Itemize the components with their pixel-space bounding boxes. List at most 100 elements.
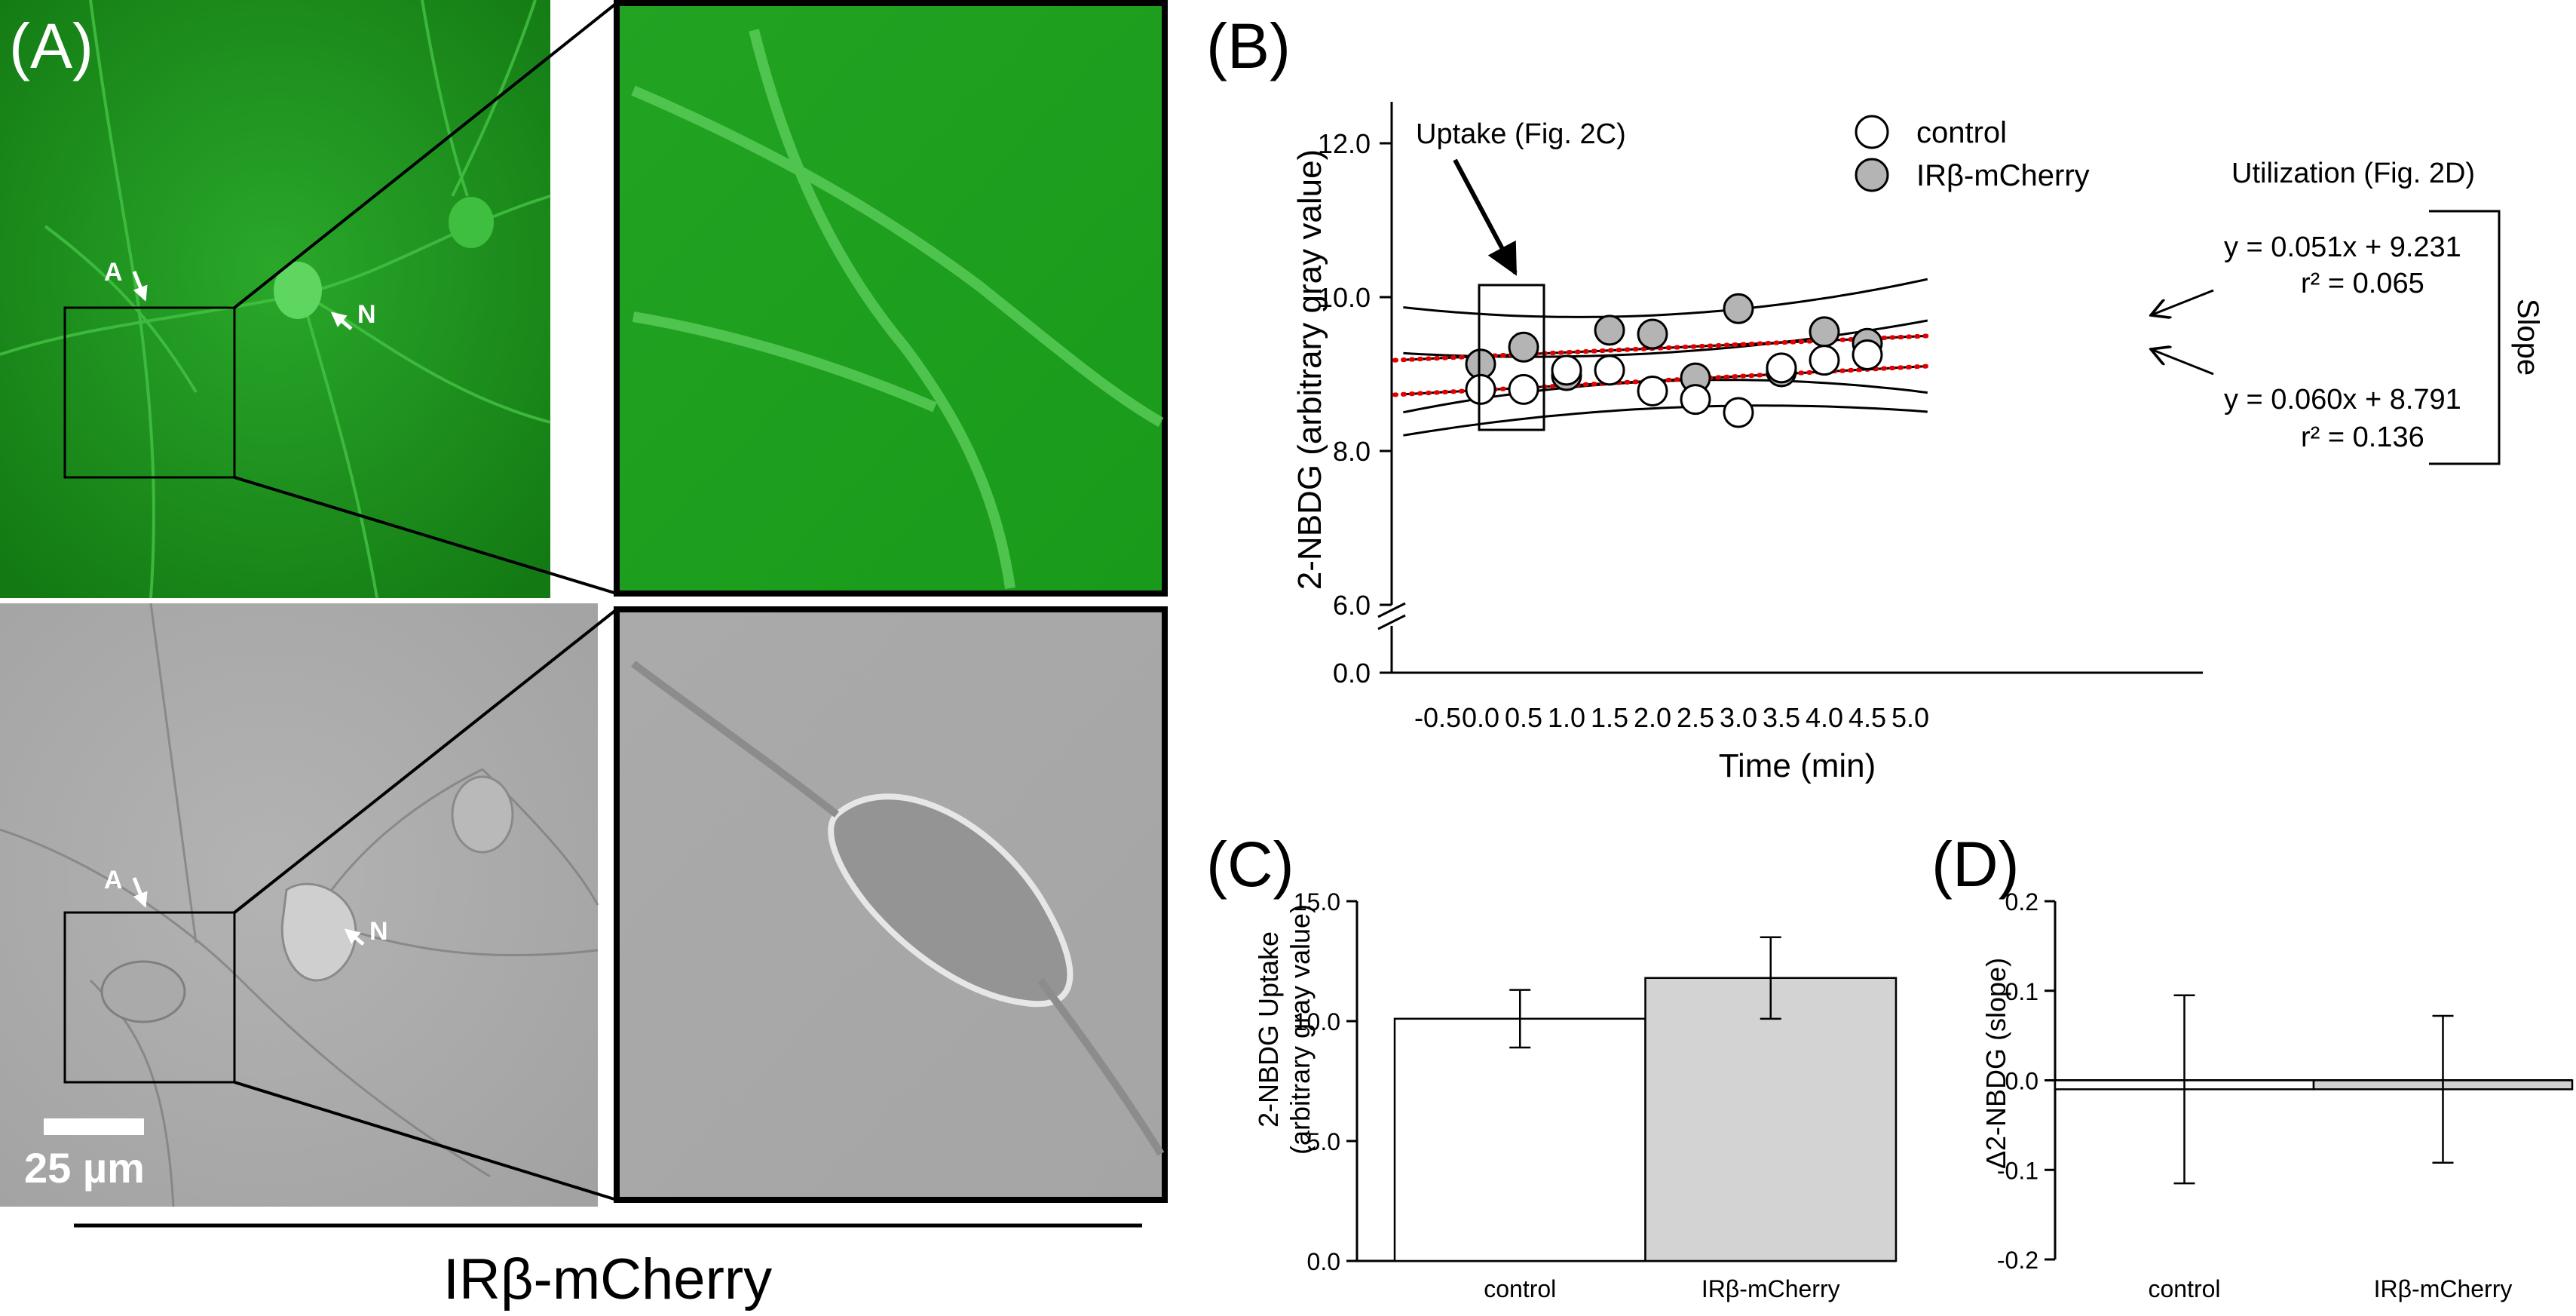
legend-irb-label: IRβ-mCherry [1916,159,2090,192]
zoom-box-gray [63,911,236,1084]
b-point-irb-mcherry [1723,293,1754,324]
d-category-label: IRβ-mCherry [2374,1275,2513,1302]
uptake-arrow [1453,158,1518,276]
b-x-tick-label: 0.0 [1462,702,1499,733]
panel-d-chart: -0.2 -0.1 0.0 0.1 0.2 control IRβ-mCherry [1997,888,2574,1302]
b-point-control [1680,384,1711,416]
c-y-tick-label: 15.0 [1294,888,1340,916]
arrow-a-gray [132,877,148,908]
panel-a: A N (A) A N 25 µm [0,0,1168,1311]
uptake-annotation: Uptake (Fig. 2C) [1416,118,1626,150]
arrow-a-gray-label: A [104,866,123,894]
control-fit-pointer [2151,349,2214,376]
c-y-tick-label: 10.0 [1294,1008,1340,1035]
arrow-n-green-label: N [357,300,376,329]
control-r2: r² = 0.136 [2301,422,2424,453]
b-x-tick-label: 3.5 [1763,702,1800,733]
b-x-tick-label: 0.5 [1505,702,1542,733]
c-bar-irb-mcherry [1644,977,1898,1262]
b-axis-break-2 [1377,614,1406,630]
legend-irb-marker [1855,158,1889,192]
group-label: IRβ-mCherry [443,1247,772,1311]
d-y-tick-label: -0.2 [1997,1247,2038,1274]
panel-a-label: (A) [9,11,93,81]
d-y-tick-label: -0.1 [1997,1157,2038,1184]
b-point-control [1809,345,1840,376]
c-y-tick-label: 0.0 [1307,1248,1340,1275]
c-category-label: control [1484,1275,1556,1302]
zoom-connector-green-bottom [234,476,617,595]
neuron-soma-gray-3 [100,960,186,1023]
b-x-tick-label: 1.5 [1591,702,1628,733]
arrow-a-green [132,271,148,302]
b-x-tick-label: 4.0 [1806,702,1843,733]
b-point-control [1594,354,1625,386]
panel-b-points [1465,293,1883,428]
zoom-connector-gray-top [233,608,618,914]
slope-label: Slope [2511,299,2544,376]
b-x-tick-label: 2.5 [1677,702,1714,733]
panel-c-label: (C) [1206,829,1294,900]
b-point-irb-mcherry [1594,314,1625,346]
d-ylabel: Δ2-NBDG (slope) [1980,958,2011,1169]
zoom-connector-gray-bottom [234,1081,617,1201]
zoom-box-green [63,306,236,479]
legend-control-marker [1855,115,1889,149]
b-x-tick-label: 4.5 [1849,702,1886,733]
b-x-tick-label: 1.0 [1548,702,1585,733]
scale-bar [44,1118,144,1135]
utilization-annotation: Utilization (Fig. 2D) [2231,158,2475,189]
panel-b-label: (B) [1206,11,1291,81]
uptake-box [1478,284,1545,431]
b-y-tick-label-zero: 0.0 [1333,658,1371,689]
b-point-irb-mcherry [1637,318,1668,350]
b-y-tick-label: 6.0 [1333,590,1371,621]
b-point-control [1465,373,1496,405]
b-point-control [1551,354,1582,386]
arrow-n-gray-label: N [369,917,388,946]
zoom-process-gray [631,660,1165,1156]
b-legend: control IRβ-mCherry [1855,115,2090,192]
b-axis-break-1 [1377,602,1406,618]
b-point-irb-mcherry [1508,331,1539,363]
c-ylabel-2: (arbitrary gray value) [1285,904,1316,1155]
c-y-tick-label: 5.0 [1307,1128,1340,1155]
panel-d-label: (D) [1931,829,2020,900]
neuron-soma-gray-2 [451,775,514,854]
b-confidence-upper-1 [1403,278,1928,318]
d-y-tick-label: 0.2 [2005,888,2038,916]
zoom-connector-green-top [233,2,618,309]
b-y-tick-label: 10.0 [1318,282,1371,313]
b-point-control [1508,373,1539,405]
c-category-label: IRβ-mCherry [1702,1275,1840,1302]
control-equation: y = 0.060x + 8.791 [2224,384,2461,416]
panel-c: (C) 0.0 5.0 10.0 15.0 control IRβ-mCherry 2-N… [1206,829,1898,1302]
d-category-label: control [2148,1275,2220,1302]
b-point-control [1852,339,1883,370]
b-x-tick-label: 3.0 [1720,702,1757,733]
zoom-soma-gray [828,793,1074,1008]
b-point-control [1766,352,1797,384]
b-x-tick-label: 2.0 [1634,702,1671,733]
b-fit-red-1 [1392,333,1930,363]
b-point-irb-mcherry [1809,316,1840,348]
b-x-tick-label: 5.0 [1891,702,1929,733]
b-xlabel: Time (min) [1719,747,1876,784]
b-confidence-lower-0 [1403,404,1928,437]
c-ylabel-1: 2-NBDG Uptake [1253,931,1284,1127]
neuron-soma-green-2 [449,197,494,248]
b-y-tick-label: 12.0 [1318,128,1371,159]
panel-b: (B) 6.08.010.012.00.0-0.5 0.0 0.5 1.0 1.5 2.0… [1206,11,2544,784]
irb-r2: r² = 0.065 [2301,268,2424,299]
arrow-n-gray [344,928,365,946]
scale-bar-label: 25 µm [24,1144,145,1192]
b-x-tick-label: -0.5 [1414,702,1461,733]
d-y-tick-label: 0.1 [2005,978,2038,1005]
neuron-soma-gray [280,882,357,982]
b-y-tick-label: 8.0 [1333,436,1371,467]
arrow-n-green [330,311,353,330]
b-ylabel: 2-NBDG (arbitrary gray value) [1291,149,1328,590]
fluorescence-zoom-image [614,0,1168,597]
c-bar-control [1393,1017,1646,1262]
panel-b-axes: 6.08.010.012.00.0-0.5 0.0 0.5 1.0 1.5 2.0 2.5 3… [1318,102,2203,733]
